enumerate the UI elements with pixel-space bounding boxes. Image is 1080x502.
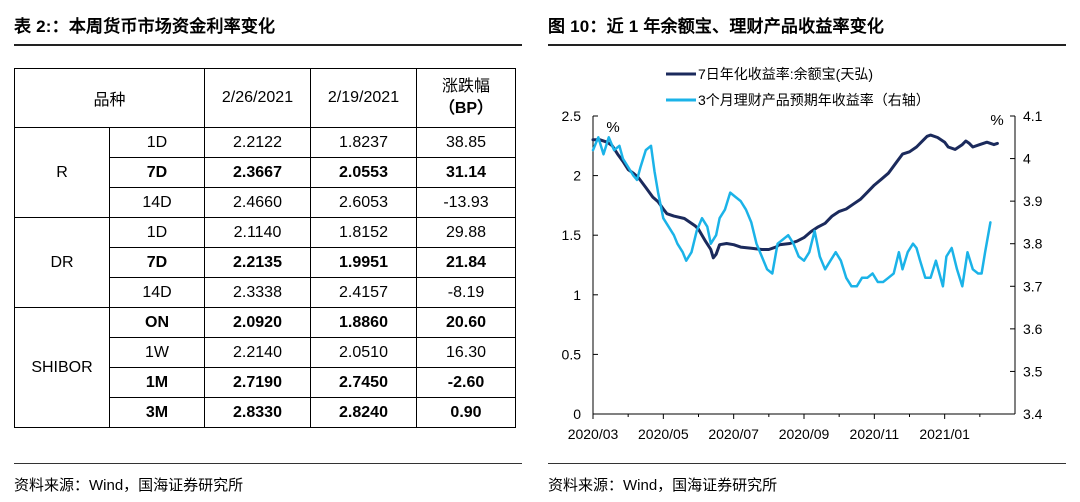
table-row: DR 1D 2.1140 1.8152 29.88 bbox=[14, 217, 516, 308]
value-change: 20.60 bbox=[416, 307, 516, 338]
value-current: 2.1140 bbox=[204, 217, 311, 248]
value-current: 2.2135 bbox=[204, 247, 311, 278]
left-unit-label: % bbox=[606, 119, 619, 136]
tenor-cell: 1W bbox=[109, 337, 205, 368]
value-current: 2.0920 bbox=[204, 307, 311, 338]
value-change: 0.90 bbox=[416, 397, 516, 428]
legend-label-1: 7日年化收益率:余额宝(天弘) bbox=[698, 66, 873, 82]
x-tick-label: 2020/05 bbox=[638, 426, 689, 442]
value-current: 2.8330 bbox=[204, 397, 311, 428]
table-row: 1W 2.2140 2.0510 16.30 bbox=[15, 337, 516, 368]
right-y-tick-label: 4.1 bbox=[1023, 108, 1043, 124]
left-bottom-rule bbox=[14, 463, 522, 464]
table-row: 7D 2.2135 1.9951 21.84 bbox=[15, 247, 516, 278]
table-row: 1M 2.7190 2.7450 -2.60 bbox=[15, 367, 516, 398]
header-change: 涨跌幅 （BP） bbox=[416, 68, 516, 128]
table-row: 14D 2.3338 2.4157 -8.19 bbox=[15, 277, 516, 308]
left-y-tick-label: 2 bbox=[573, 168, 581, 184]
right-top-rule bbox=[548, 44, 1066, 46]
right-y-tick-label: 3.6 bbox=[1023, 321, 1043, 337]
tenor-cell: ON bbox=[109, 307, 205, 338]
value-change: -2.60 bbox=[416, 367, 516, 398]
value-previous: 2.4157 bbox=[310, 277, 417, 308]
value-current: 2.7190 bbox=[204, 367, 311, 398]
value-previous: 1.8152 bbox=[310, 217, 417, 248]
table-row: 3M 2.8330 2.8240 0.90 bbox=[15, 397, 516, 428]
value-change: 38.85 bbox=[416, 127, 516, 158]
yield-line-chart: 0 0.5 1 1.5 2 2.5 3.4 3.5 3.6 3.7 3.8 3.9 4 4.1 2020/0… bbox=[562, 66, 1043, 442]
value-previous: 1.8860 bbox=[310, 307, 417, 338]
right-bottom-rule bbox=[548, 463, 1066, 464]
value-previous: 2.0553 bbox=[310, 157, 417, 188]
value-previous: 2.8240 bbox=[310, 397, 417, 428]
value-previous: 1.9951 bbox=[310, 247, 417, 278]
tenor-cell: 1M bbox=[109, 367, 205, 398]
x-tick-label: 2020/03 bbox=[568, 426, 619, 442]
chart-source-note: 资料来源：Wind，国海证券研究所 bbox=[548, 477, 778, 494]
series-line-2 bbox=[591, 136, 992, 288]
value-change: 29.88 bbox=[416, 217, 516, 248]
right-y-tick-label: 3.5 bbox=[1023, 363, 1043, 379]
header-date2: 2/19/2021 bbox=[310, 68, 417, 128]
right-unit-label: % bbox=[990, 112, 1003, 129]
x-tick-label: 2020/07 bbox=[708, 426, 759, 442]
tenor-cell: 14D bbox=[109, 187, 205, 218]
value-current: 2.4660 bbox=[204, 187, 311, 218]
value-current: 2.2122 bbox=[204, 127, 311, 158]
tenor-cell: 7D bbox=[109, 157, 205, 188]
tenor-cell: 1D bbox=[109, 127, 205, 158]
value-change: 21.84 bbox=[416, 247, 516, 278]
right-y-tick-label: 3.7 bbox=[1023, 278, 1043, 294]
right-y-tick-label: 3.8 bbox=[1023, 236, 1043, 252]
table-row: SHIBOR ON 2.0920 1.8860 20.60 bbox=[14, 307, 516, 428]
value-current: 2.2140 bbox=[204, 337, 311, 368]
right-y-tick-label: 3.9 bbox=[1023, 193, 1043, 209]
right-y-tick-label: 4 bbox=[1023, 151, 1031, 167]
tenor-cell: 3M bbox=[109, 397, 205, 428]
value-previous: 2.6053 bbox=[310, 187, 417, 218]
left-y-tick-label: 1.5 bbox=[562, 227, 582, 243]
tenor-cell: 14D bbox=[109, 277, 205, 308]
value-change: -8.19 bbox=[416, 277, 516, 308]
chart-title: 图 10：近 1 年余额宝、理财产品收益率变化 bbox=[548, 17, 885, 36]
value-change: 16.30 bbox=[416, 337, 516, 368]
x-tick-label: 2020/09 bbox=[779, 426, 830, 442]
header-category: 品种 bbox=[14, 68, 205, 128]
header-change-line1: 涨跌幅 bbox=[441, 78, 490, 95]
value-current: 2.3338 bbox=[204, 277, 311, 308]
right-y-tick-label: 3.4 bbox=[1023, 406, 1043, 422]
legend-label-2: 3个月理财产品预期年收益率（右轴） bbox=[698, 92, 930, 108]
table-row: 7D 2.3667 2.0553 31.14 bbox=[15, 157, 516, 188]
header-date1: 2/26/2021 bbox=[204, 68, 311, 128]
left-y-tick-label: 1 bbox=[573, 287, 581, 303]
left-top-rule bbox=[14, 44, 522, 46]
series-line-1 bbox=[591, 133, 999, 260]
table-source-note: 资料来源：Wind，国海证券研究所 bbox=[14, 477, 244, 494]
value-change: -13.93 bbox=[416, 187, 516, 218]
value-previous: 2.7450 bbox=[310, 367, 417, 398]
x-tick-label: 2021/01 bbox=[919, 426, 970, 442]
group-label: SHIBOR bbox=[14, 307, 110, 428]
left-y-tick-label: 0 bbox=[573, 406, 581, 422]
table-row: 14D 2.4660 2.6053 -13.93 bbox=[15, 187, 516, 218]
group-label: DR bbox=[14, 217, 110, 308]
group-label: R bbox=[14, 127, 110, 218]
tenor-cell: 1D bbox=[109, 217, 205, 248]
x-tick-label: 2020/11 bbox=[850, 426, 900, 442]
left-y-tick-label: 2.5 bbox=[562, 108, 582, 124]
left-y-tick-label: 0.5 bbox=[562, 346, 582, 362]
value-previous: 1.8237 bbox=[310, 127, 417, 158]
tenor-cell: 7D bbox=[109, 247, 205, 278]
table-title: 表 2:：本周货币市场资金利率变化 bbox=[14, 17, 276, 36]
table-header-row: 品种 2/26/2021 2/19/2021 涨跌幅 （BP） bbox=[14, 68, 516, 128]
value-previous: 2.0510 bbox=[310, 337, 417, 368]
table-row: R 1D 2.2122 1.8237 38.85 bbox=[14, 127, 516, 218]
value-change: 31.14 bbox=[416, 157, 516, 188]
value-current: 2.3667 bbox=[204, 157, 311, 188]
money-market-rate-table: 品种 2/26/2021 2/19/2021 涨跌幅 （BP） R 1D 2.2… bbox=[14, 68, 516, 428]
header-change-line2: （BP） bbox=[438, 100, 494, 117]
